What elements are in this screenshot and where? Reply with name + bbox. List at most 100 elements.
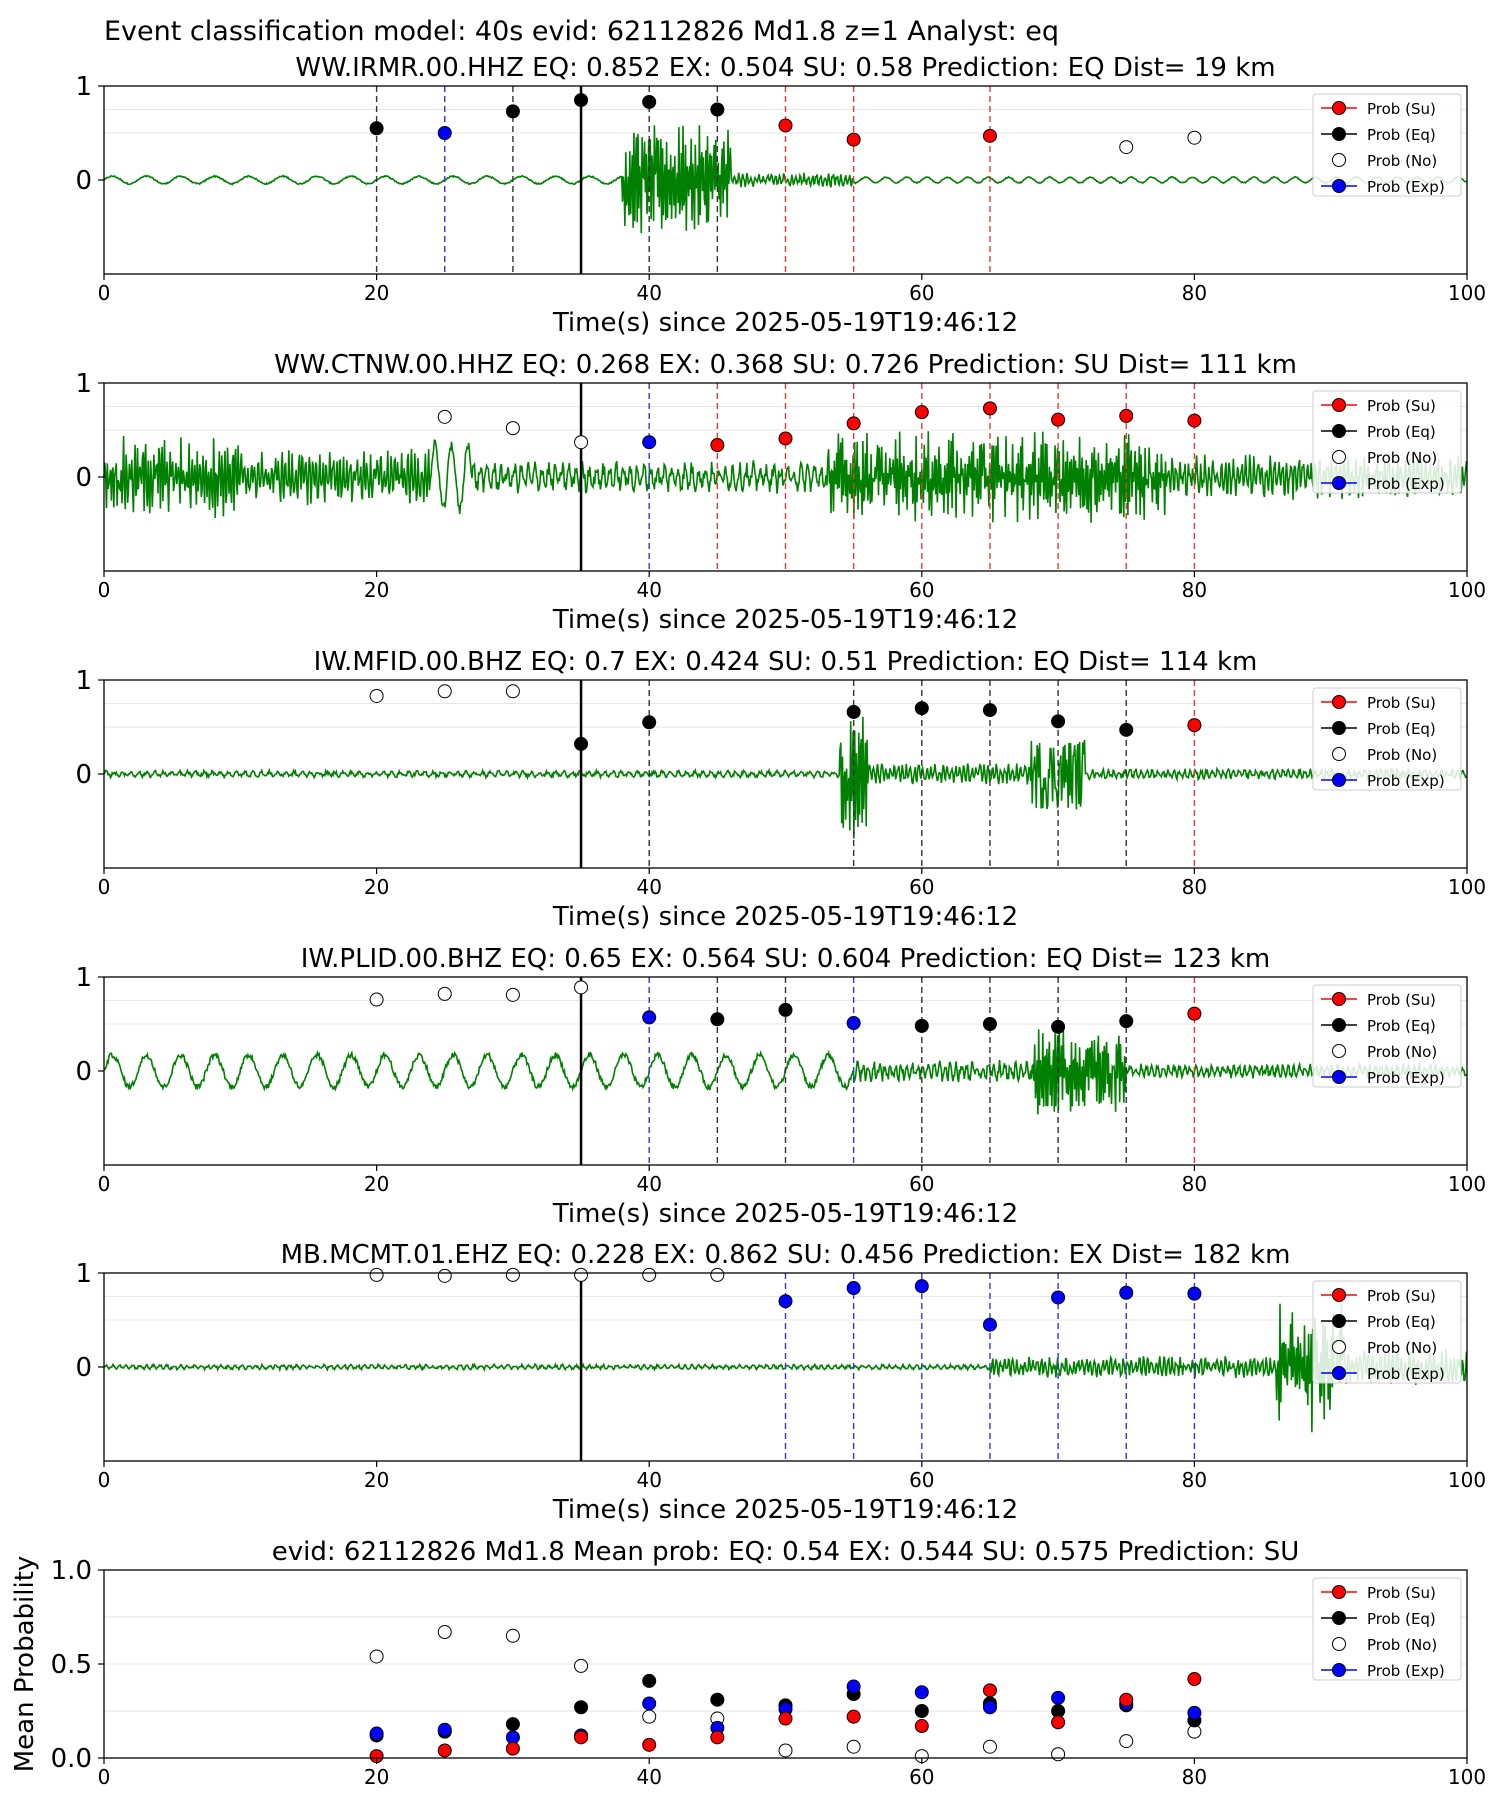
- legend-box: [1312, 93, 1462, 197]
- window-point: [1187, 718, 1202, 733]
- legend-marker: [1332, 721, 1346, 735]
- window-point: [505, 684, 520, 699]
- mean-point: [846, 1679, 861, 1694]
- x-axis-label: Time(s) since 2025-05-19T19:46:12: [552, 308, 1018, 338]
- figure-title: Event classification model: 40s evid: 62…: [104, 16, 1059, 47]
- mean-point: [1051, 1747, 1066, 1762]
- x-tick-label: 40: [636, 578, 661, 602]
- panel-5: MB.MCMT.01.EHZ EQ: 0.228 EX: 0.862 SU: 0…: [75, 1240, 1486, 1525]
- mean-point: [437, 1625, 452, 1640]
- x-tick-label: 60: [909, 281, 934, 305]
- waveform-trace: [103, 431, 1468, 523]
- legend-label: Prob (Su): [1367, 694, 1436, 712]
- x-tick-label: 20: [364, 281, 389, 305]
- panel-3: IW.MFID.00.BHZ EQ: 0.7 EX: 0.424 SU: 0.5…: [75, 647, 1486, 932]
- x-tick-label: 100: [1448, 1765, 1486, 1789]
- x-tick-label: 0: [98, 1468, 111, 1492]
- legend-label: Prob (Eq): [1367, 1610, 1436, 1628]
- window-point: [1051, 714, 1066, 729]
- window-point: [437, 409, 452, 424]
- window-point: [437, 1268, 452, 1283]
- mean-point: [369, 1649, 384, 1664]
- y-tick-label: 1: [75, 666, 92, 696]
- panels: WW.IRMR.00.HHZ EQ: 0.852 EX: 0.504 SU: 0…: [10, 53, 1486, 1789]
- window-point: [982, 401, 997, 416]
- x-tick-label: 100: [1448, 1172, 1486, 1196]
- legend-label: Prob (Exp): [1367, 772, 1445, 790]
- legend-marker: [1332, 127, 1346, 141]
- mean-point: [1119, 1692, 1134, 1707]
- x-tick-label: 0: [98, 1765, 111, 1789]
- mean-point: [914, 1704, 929, 1718]
- window-point: [1051, 412, 1066, 427]
- legend-box: [1312, 984, 1462, 1088]
- panel-title: WW.IRMR.00.HHZ EQ: 0.852 EX: 0.504 SU: 0…: [295, 53, 1275, 83]
- window-point: [1187, 413, 1202, 428]
- legend-label: Prob (No): [1367, 449, 1437, 467]
- x-tick-label: 100: [1448, 578, 1486, 602]
- window-point: [369, 1267, 384, 1282]
- mean-point: [574, 1730, 589, 1745]
- panel-1: WW.IRMR.00.HHZ EQ: 0.852 EX: 0.504 SU: 0…: [75, 53, 1486, 338]
- legend-marker: [1332, 1585, 1346, 1599]
- legend-label: Prob (Su): [1367, 1287, 1436, 1305]
- window-point: [1119, 1014, 1134, 1029]
- window-point: [778, 118, 793, 133]
- legend-marker: [1332, 695, 1346, 709]
- y-tick-label: 0: [75, 463, 92, 493]
- x-tick-label: 40: [636, 281, 661, 305]
- mean-point: [778, 1711, 793, 1726]
- y-tick-label: 1: [75, 1259, 92, 1289]
- window-point: [914, 405, 929, 420]
- window-point: [1187, 1006, 1202, 1021]
- legend-label: Prob (Exp): [1367, 1069, 1445, 1087]
- x-tick-label: 60: [909, 875, 934, 899]
- window-point: [982, 1017, 997, 1031]
- legend-marker: [1332, 1044, 1346, 1058]
- legend-label: Prob (Su): [1367, 991, 1436, 1009]
- x-tick-label: 20: [364, 1765, 389, 1789]
- window-point: [710, 1267, 725, 1282]
- x-axis-label: Time(s) since 2025-05-19T19:46:12: [552, 1495, 1018, 1525]
- x-tick-label: 60: [909, 1468, 934, 1492]
- legend-marker: [1332, 476, 1346, 490]
- mean-point: [982, 1739, 997, 1754]
- window-point: [1187, 1286, 1202, 1301]
- window-point: [574, 736, 589, 751]
- x-tick-label: 80: [1182, 1468, 1207, 1492]
- window-point: [505, 104, 520, 119]
- legend-marker: [1332, 747, 1346, 761]
- x-tick-label: 40: [636, 1172, 661, 1196]
- panel-title: evid: 62112826 Md1.8 Mean prob: EQ: 0.54…: [272, 1537, 1299, 1567]
- legend-marker: [1332, 1288, 1346, 1302]
- window-point: [914, 1279, 929, 1294]
- x-tick-label: 20: [364, 578, 389, 602]
- mean-point: [846, 1709, 861, 1724]
- legend-marker: [1332, 424, 1346, 438]
- window-point: [778, 431, 793, 446]
- window-point: [914, 1018, 929, 1033]
- window-point: [505, 987, 520, 1002]
- legend-marker: [1332, 992, 1346, 1006]
- window-point: [642, 1010, 657, 1025]
- legend-label: Prob (No): [1367, 152, 1437, 170]
- legend-label: Prob (Exp): [1367, 178, 1445, 196]
- y-axis-label: Mean Probability: [10, 1556, 40, 1773]
- legend-marker: [1332, 398, 1346, 412]
- legend-label: Prob (Su): [1367, 397, 1436, 415]
- mean-point: [1051, 1715, 1066, 1730]
- legend-marker: [1332, 1366, 1346, 1380]
- mean-point: [914, 1685, 929, 1700]
- mean-point: [505, 1741, 520, 1756]
- x-tick-label: 60: [909, 1172, 934, 1196]
- x-tick-label: 80: [1182, 281, 1207, 305]
- legend-box: [1312, 1280, 1462, 1384]
- window-point: [437, 126, 452, 140]
- legend-marker: [1332, 1663, 1346, 1677]
- legend-label: Prob (Eq): [1367, 1313, 1436, 1331]
- x-tick-label: 100: [1448, 875, 1486, 899]
- window-point: [1119, 722, 1134, 737]
- legend-marker: [1332, 1340, 1346, 1354]
- window-point: [369, 992, 384, 1007]
- legend-marker: [1332, 179, 1346, 193]
